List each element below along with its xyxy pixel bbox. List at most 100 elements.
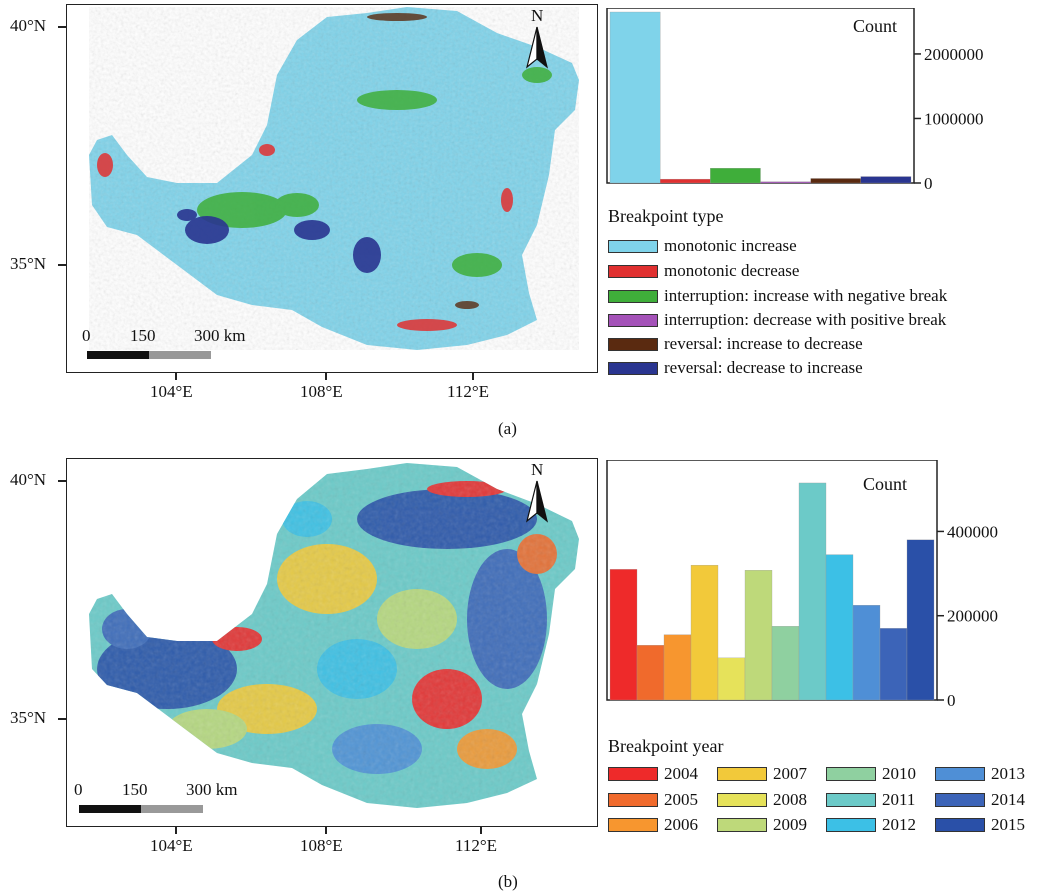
map-frame-a [66,4,598,373]
lat-tick-40-b [58,480,66,482]
legend-item-2015: 2015 [935,815,1025,835]
legend-item-reversal-decrease-increase: reversal: decrease to increase [608,358,863,378]
north-label-a: N [531,6,544,25]
map-frame-b [66,458,598,827]
y-tick-label: 1000000 [924,109,984,128]
legend-swatch [608,239,658,253]
scale-label-150-b: 150 [122,780,148,799]
bar-interruption-decrease-with-positive-break [760,181,811,184]
caption-b: (b) [498,872,518,891]
bar-2009 [744,570,773,701]
lat-tick-35-b [58,718,66,720]
lat-label-35-b: 35°N [10,708,47,727]
scale-label-300-a: 300 km [194,326,246,345]
legend-swatch [608,337,658,351]
lon-label-112-b: 112°E [455,836,498,855]
scale-label-300-b: 300 km [186,780,238,799]
lon-tick-104-b [175,826,177,834]
lon-tick-108-a [325,372,327,380]
map-a [87,7,579,359]
lon-label-108-a: 108°E [300,382,343,401]
legend-swatch [608,793,658,807]
legend-swatch [608,818,658,832]
lon-tick-108-b [325,826,327,834]
legend-item-2010: 2010 [826,764,916,784]
scale-bar-grey-b [141,805,203,813]
legend-item-interruption-increase: interruption: increase with negative bre… [608,286,947,306]
histogram-a: 0 1000000 2000000 [606,8,984,193]
bar-2014 [879,628,908,701]
y-tick-label: 0 [947,691,956,710]
legend-swatch [826,818,876,832]
histogram-b: 0 200000 400000 [606,460,998,710]
bar-2010 [771,626,800,701]
bar-monotonic-increase [609,11,661,184]
legend-item-2007: 2007 [717,764,807,784]
legend-swatch [608,264,658,278]
legend-swatch [935,767,985,781]
histogram-title-b: Count [863,474,908,494]
lat-label-40-a: 40°N [10,16,47,35]
lat-tick-40-a [58,26,66,28]
legend-swatch [608,767,658,781]
y-tick-label: 400000 [947,522,998,541]
map-b [79,463,579,813]
lon-label-104-a: 104°E [150,382,193,401]
legend-item-interruption-decrease: interruption: decrease with positive bre… [608,310,946,330]
legend-swatch [935,793,985,807]
legend-item-2004: 2004 [608,764,698,784]
bar-2013 [852,605,881,701]
legend-swatch [717,767,767,781]
lon-tick-112-a [472,372,474,380]
lon-tick-112-b [480,826,482,834]
legend-title-a: Breakpoint type [608,206,724,226]
bar-2008 [717,657,746,701]
y-tick-label: 2000000 [924,45,984,64]
lon-label-112-a: 112°E [447,382,490,401]
lat-label-40-b: 40°N [10,470,47,489]
red-patches-a [97,144,513,331]
legend-item-2008: 2008 [717,790,807,810]
bar-2007 [690,564,719,701]
bar-monotonic-decrease [660,178,711,184]
scale-bar-grey-a [149,351,211,359]
bar-2015 [906,539,935,701]
scale-label-150-a: 150 [130,326,156,345]
legend-title-b: Breakpoint year [608,736,724,756]
y-tick-label: 200000 [947,607,998,626]
scale-bar-black-a [87,351,149,359]
north-label-b: N [531,460,544,479]
lon-label-108-b: 108°E [300,836,343,855]
lat-tick-35-a [58,264,66,266]
bar-reversal-increase-to-decrease [810,178,861,184]
scale-bar-black-b [79,805,141,813]
legend-item-2009: 2009 [717,815,807,835]
legend-swatch [935,818,985,832]
histogram-title-a: Count [853,16,898,36]
lat-label-35-a: 35°N [10,254,47,273]
legend-swatch [826,767,876,781]
north-arrow-a [525,26,549,69]
bar-2012 [825,554,854,701]
north-arrow-b [525,480,549,523]
bar-2011 [798,482,827,701]
caption-a: (a) [498,419,517,438]
legend-item-2006: 2006 [608,815,698,835]
scale-label-0-a: 0 [82,326,91,345]
bar-reversal-decrease-to-increase [860,176,912,184]
legend-item-2013: 2013 [935,764,1025,784]
bar-2004 [609,569,638,701]
legend-swatch [826,793,876,807]
legend-item-2012: 2012 [826,815,916,835]
lon-label-104-b: 104°E [150,836,193,855]
bar-interruption-increase-with-negative-break [710,168,761,184]
blue-patches-a [177,209,381,273]
legend-item-reversal-increase-decrease: reversal: increase to decrease [608,334,863,354]
legend-swatch [608,361,658,375]
legend-swatch [717,818,767,832]
brown-patches-a [367,13,479,309]
legend-swatch [608,289,658,303]
bar-2005 [636,645,665,701]
scale-label-0-b: 0 [74,780,83,799]
legend-swatch [608,313,658,327]
